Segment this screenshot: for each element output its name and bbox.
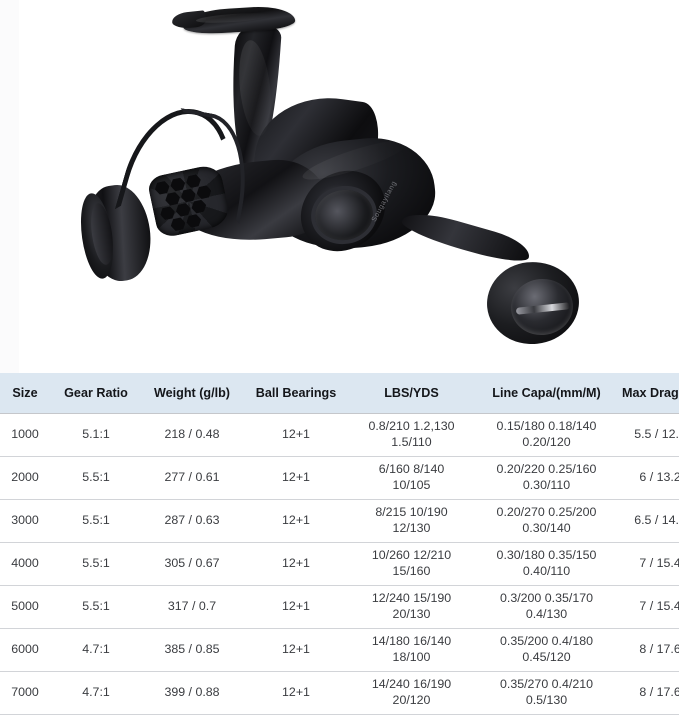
table-row: 5000 5.5:1 317 / 0.7 12+1 12/240 15/190 … (0, 585, 679, 629)
column-header-ball-bearings: Ball Bearings (242, 373, 350, 414)
cell-lbs-yds-line1: 12/240 15/190 (371, 591, 452, 606)
cell-lbs-yds-line2: 20/130 (392, 607, 431, 621)
cell-gear-ratio: 5.5:1 (50, 585, 142, 629)
table-row: 2000 5.5:1 277 / 0.61 12+1 6/160 8/140 1… (0, 456, 679, 500)
cell-gear-ratio: 5.5:1 (50, 499, 142, 543)
cell-size: 4000 (0, 542, 50, 586)
cell-line-capacity-line2: 0.20/120 (522, 435, 571, 449)
table-header: Size Gear Ratio Weight (g/lb) Ball Beari… (0, 373, 679, 414)
cell-line-capacity-line1: 0.15/180 0.18/140 (496, 419, 597, 434)
cell-weight: 317 / 0.7 (142, 585, 242, 629)
cell-line-capacity: 0.20/220 0.25/160 0.30/110 (473, 456, 620, 500)
cell-line-capacity: 0.35/270 0.4/210 0.5/130 (473, 671, 620, 715)
cell-line-capacity: 0.35/200 0.4/180 0.45/120 (473, 628, 620, 672)
cell-line-capacity-line1: 0.20/270 0.25/200 (496, 505, 597, 520)
cell-lbs-yds: 8/215 10/190 12/130 (350, 499, 473, 543)
cell-size: 5000 (0, 585, 50, 629)
cell-lbs-yds-line1: 10/260 12/210 (371, 548, 452, 563)
cell-lbs-yds: 10/260 12/210 15/160 (350, 542, 473, 586)
cell-line-capacity-line1: 0.35/270 0.4/210 (499, 677, 593, 692)
cell-lbs-yds-line1: 14/180 16/140 (371, 634, 452, 649)
cell-ball-bearings: 12+1 (242, 585, 350, 629)
cell-lbs-yds-line2: 1.5/110 (391, 435, 432, 449)
cell-max-drag: 6.5 / 14.33 (620, 499, 679, 543)
cell-size: 7000 (0, 671, 50, 715)
cell-lbs-yds-line2: 12/130 (392, 521, 431, 535)
cell-ball-bearings: 12+1 (242, 456, 350, 500)
cell-line-capacity-line2: 0.45/120 (522, 650, 571, 664)
column-header-max-drag: Max Drag(kg/lb) (620, 373, 679, 414)
product-image: Sougayilang (0, 0, 584, 373)
cell-size: 1000 (0, 413, 50, 457)
table-row: 7000 4.7:1 399 / 0.88 12+1 14/240 16/190… (0, 671, 679, 715)
cell-lbs-yds-line1: 0.8/210 1.2,130 (368, 419, 455, 434)
cell-gear-ratio: 5.5:1 (50, 456, 142, 500)
cell-ball-bearings: 12+1 (242, 499, 350, 543)
column-header-gear-ratio: Gear Ratio (50, 373, 142, 414)
cell-line-capacity: 0.3/200 0.35/170 0.4/130 (473, 585, 620, 629)
cell-size: 3000 (0, 499, 50, 543)
cell-gear-ratio: 5.5:1 (50, 542, 142, 586)
cell-line-capacity-line1: 0.35/200 0.4/180 (499, 634, 593, 649)
cell-line-capacity: 0.15/180 0.18/140 0.20/120 (473, 413, 620, 457)
image-left-edge-strip (0, 0, 19, 373)
cell-lbs-yds-line1: 14/240 16/190 (371, 677, 452, 692)
cell-lbs-yds: 14/180 16/140 18/100 (350, 628, 473, 672)
cell-line-capacity-line2: 0.5/130 (525, 693, 568, 707)
column-header-lbs-yds: LBS/YDS (350, 373, 473, 414)
column-header-weight: Weight (g/lb) (142, 373, 242, 414)
cell-line-capacity: 0.20/270 0.25/200 0.30/140 (473, 499, 620, 543)
cell-weight: 305 / 0.67 (142, 542, 242, 586)
fishing-reel-illustration: Sougayilang (76, 4, 584, 349)
table-row: 1000 5.1:1 218 / 0.48 12+1 0.8/210 1.2,1… (0, 413, 679, 457)
cell-max-drag: 7 / 15.43 (620, 542, 679, 586)
cell-lbs-yds: 14/240 16/190 20/120 (350, 671, 473, 715)
cell-lbs-yds-line2: 18/100 (392, 650, 431, 664)
table-body: 1000 5.1:1 218 / 0.48 12+1 0.8/210 1.2,1… (0, 413, 679, 715)
table-row: 4000 5.5:1 305 / 0.67 12+1 10/260 12/210… (0, 542, 679, 586)
column-header-line-capacity: Line Capa/(mm/M) (473, 373, 620, 414)
cell-ball-bearings: 12+1 (242, 671, 350, 715)
cell-max-drag: 7 / 15.43 (620, 585, 679, 629)
reel-handle-arm (398, 206, 534, 268)
cell-weight: 287 / 0.63 (142, 499, 242, 543)
cell-lbs-yds-line1: 8/215 10/190 (375, 505, 448, 520)
cell-line-capacity-line1: 0.30/180 0.35/150 (496, 548, 597, 563)
table-row: 6000 4.7:1 385 / 0.85 12+1 14/180 16/140… (0, 628, 679, 672)
cell-weight: 218 / 0.48 (142, 413, 242, 457)
cell-ball-bearings: 12+1 (242, 413, 350, 457)
cell-max-drag: 8 / 17.64 (620, 628, 679, 672)
cell-line-capacity-line1: 0.20/220 0.25/160 (496, 462, 597, 477)
column-header-size: Size (0, 373, 50, 414)
cell-weight: 277 / 0.61 (142, 456, 242, 500)
cell-lbs-yds: 0.8/210 1.2,130 1.5/110 (350, 413, 473, 457)
cell-lbs-yds-line2: 20/120 (392, 693, 431, 707)
cell-lbs-yds: 12/240 15/190 20/130 (350, 585, 473, 629)
cell-line-capacity-line2: 0.40/110 (522, 564, 571, 578)
cell-line-capacity-line2: 0.4/130 (525, 607, 568, 621)
cell-max-drag: 8 / 17.64 (620, 671, 679, 715)
cell-gear-ratio: 4.7:1 (50, 628, 142, 672)
cell-ball-bearings: 12+1 (242, 542, 350, 586)
cell-size: 6000 (0, 628, 50, 672)
cell-gear-ratio: 4.7:1 (50, 671, 142, 715)
cell-max-drag: 5.5 / 12.13 (620, 413, 679, 457)
table-header-row: Size Gear Ratio Weight (g/lb) Ball Beari… (0, 373, 679, 414)
cell-line-capacity: 0.30/180 0.35/150 0.40/110 (473, 542, 620, 586)
cell-lbs-yds-line2: 15/160 (392, 564, 431, 578)
table-row: 3000 5.5:1 287 / 0.63 12+1 8/215 10/190 … (0, 499, 679, 543)
cell-gear-ratio: 5.1:1 (50, 413, 142, 457)
cell-weight: 399 / 0.88 (142, 671, 242, 715)
cell-size: 2000 (0, 456, 50, 500)
cell-max-drag: 6 / 13.23 (620, 456, 679, 500)
cell-line-capacity-line1: 0.3/200 0.35/170 (499, 591, 593, 606)
cell-lbs-yds-line1: 6/160 8/140 (378, 462, 445, 477)
cell-lbs-yds-line2: 10/105 (392, 478, 431, 492)
cell-line-capacity-line2: 0.30/140 (522, 521, 571, 535)
cell-ball-bearings: 12+1 (242, 628, 350, 672)
cell-weight: 385 / 0.85 (142, 628, 242, 672)
cell-line-capacity-line2: 0.30/110 (522, 478, 571, 492)
cell-lbs-yds: 6/160 8/140 10/105 (350, 456, 473, 500)
specification-table: Size Gear Ratio Weight (g/lb) Ball Beari… (0, 373, 679, 715)
